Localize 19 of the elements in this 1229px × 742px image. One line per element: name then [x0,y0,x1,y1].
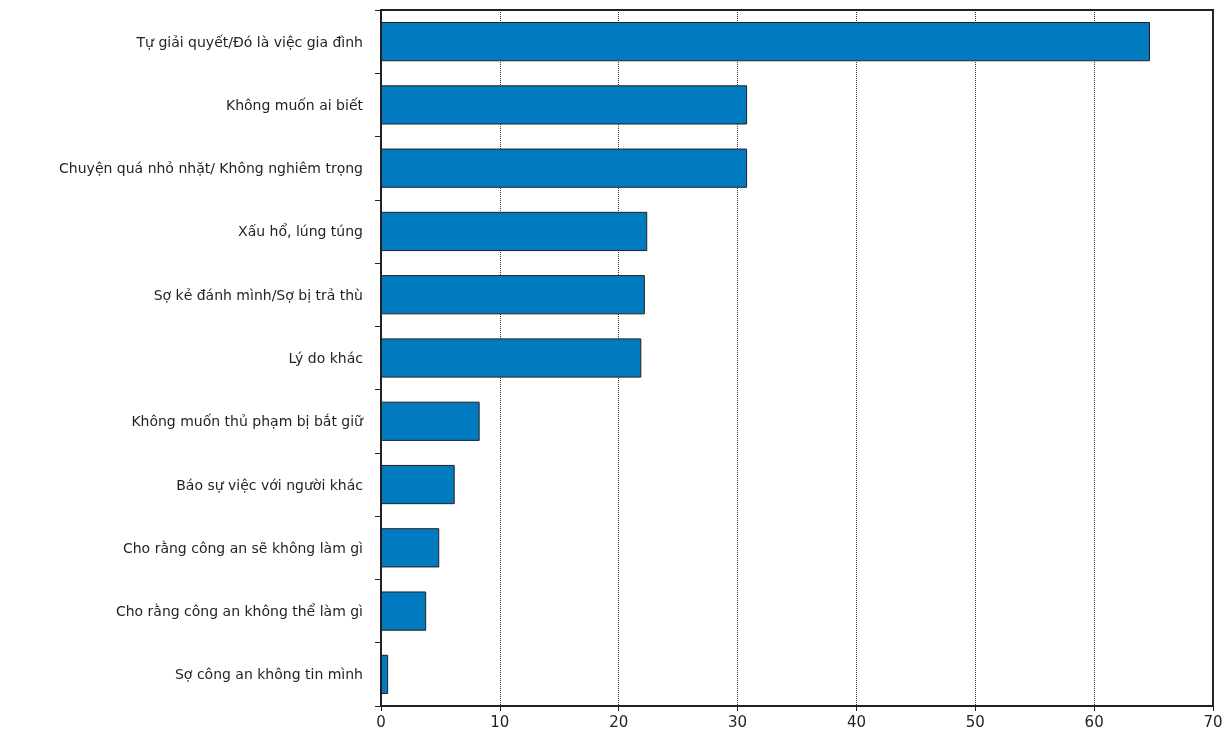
y-tick-label: Chuyện quá nhỏ nhặt/ Không nghiêm trọng [59,160,363,177]
y-tick-label: Sợ kẻ đánh mình/Sợ bị trả thù [153,286,363,303]
y-tick-label: Cho rằng công an sẽ không làm gì [122,539,363,556]
y-tick-label: Không muốn ai biết [225,96,364,113]
x-tick-label: 70 [1203,712,1223,731]
x-tick-label: 0 [376,712,386,731]
y-tick-label: Tự giải quyết/Đó là việc gia đình [135,33,363,50]
x-tick-label: 10 [490,712,510,731]
y-tick-label: Cho rằng công an không thể làm gì [115,603,363,620]
y-tick-label: Không muốn thủ phạm bị bắt giữ [131,413,365,430]
y-tick-label: Xấu hổ, lúng túng [238,223,363,240]
x-tick-label: 20 [609,712,629,731]
y-tick-label: Lý do khác [288,350,363,366]
x-tick-label: 50 [965,712,985,731]
y-tick-label: Báo sự việc với người khác [176,476,363,493]
x-tick-label: 40 [846,712,866,731]
x-tick-label: 30 [728,712,748,731]
y-tick-label: Sợ công an không tin mình [174,666,363,683]
x-tick-label: 60 [1084,712,1104,731]
